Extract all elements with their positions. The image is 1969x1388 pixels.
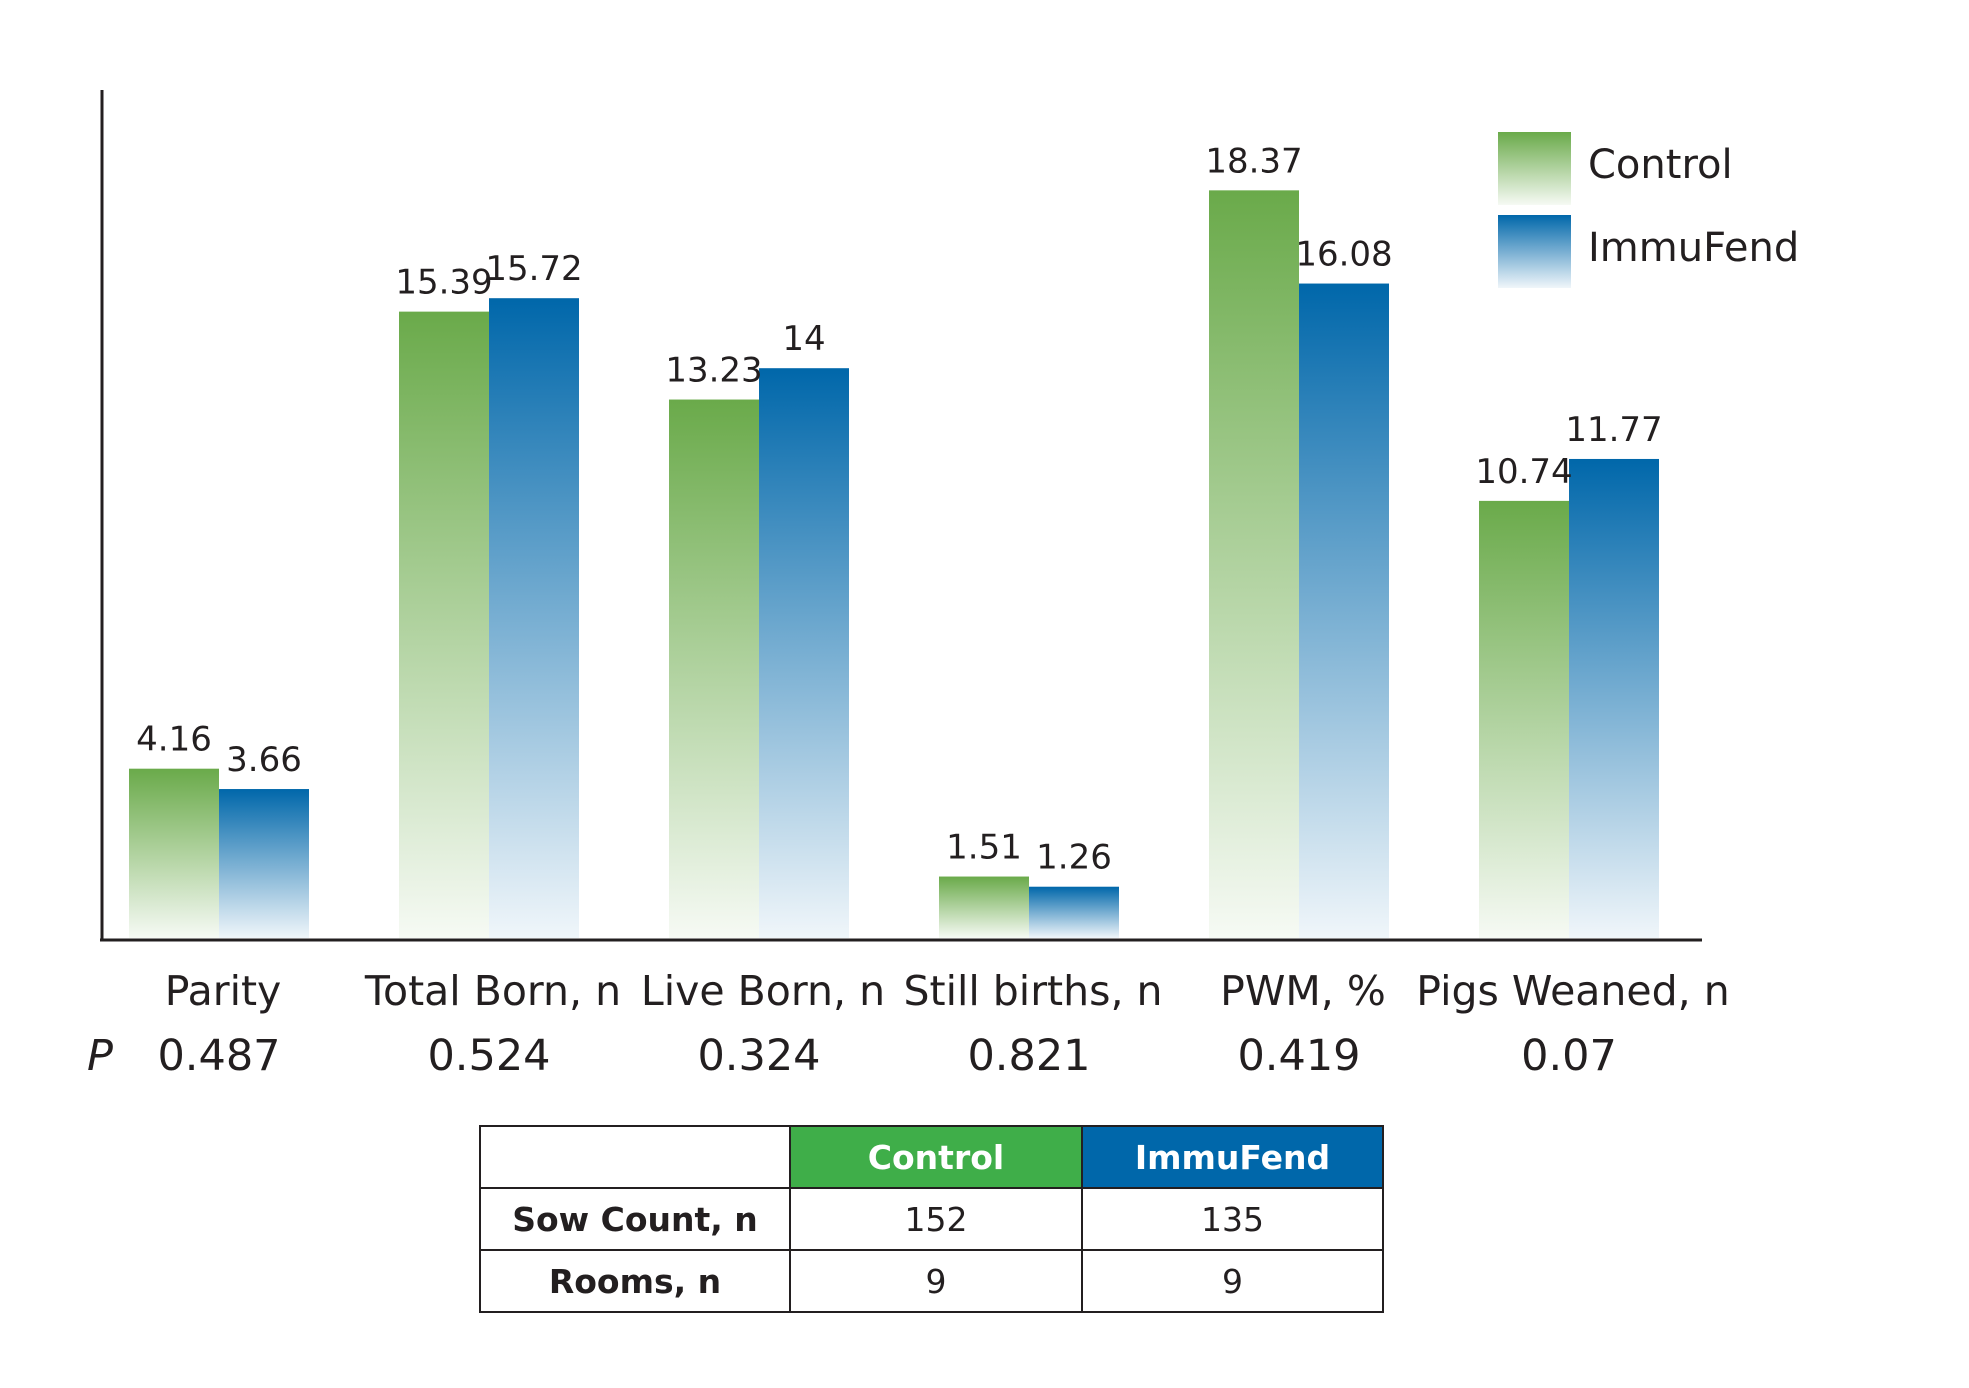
bar-control-1 xyxy=(399,311,489,938)
value-label: 18.37 xyxy=(1205,141,1302,181)
bar-control-0 xyxy=(129,768,219,938)
value-label: 13.23 xyxy=(665,351,762,391)
bar-control-5 xyxy=(1479,500,1569,938)
category-label: Live Born, n xyxy=(641,967,885,1015)
p-value-label: 0.821 xyxy=(967,1031,1090,1081)
category-label: Parity xyxy=(165,967,282,1015)
value-label: 10.74 xyxy=(1475,452,1572,492)
table-corner-cell xyxy=(479,1125,791,1189)
p-value-label: 0.324 xyxy=(697,1031,820,1081)
p-value-label: 0.07 xyxy=(1521,1031,1617,1081)
value-label: 3.66 xyxy=(226,740,302,780)
bar-immufend-5 xyxy=(1569,458,1659,938)
value-label: 16.08 xyxy=(1295,235,1392,275)
table-header-control: Control xyxy=(789,1125,1083,1189)
table-header-immufend: ImmuFend xyxy=(1081,1125,1384,1189)
table-row: Sow Count, n 152 135 xyxy=(479,1187,1384,1251)
value-label: 1.51 xyxy=(946,828,1022,868)
value-label: 11.77 xyxy=(1565,410,1662,450)
category-label: Total Born, n xyxy=(364,967,621,1015)
legend-label-immufend: ImmuFend xyxy=(1588,225,1799,271)
sample-size-table: Control ImmuFend Sow Count, n 152 135 Ro… xyxy=(479,1125,1384,1313)
bar-immufend-0 xyxy=(219,789,309,938)
bar-immufend-4 xyxy=(1299,283,1389,938)
table-header-row: Control ImmuFend xyxy=(479,1125,1384,1189)
p-value-label: 0.419 xyxy=(1237,1031,1360,1081)
bar-control-3 xyxy=(939,876,1029,938)
table-cell-control: 9 xyxy=(789,1249,1083,1313)
value-label: 15.72 xyxy=(485,249,582,289)
p-value-label: 0.524 xyxy=(427,1031,550,1081)
table-row-label: Rooms, n xyxy=(479,1249,791,1313)
bar-immufend-2 xyxy=(759,368,849,938)
p-value-label: 0.487 xyxy=(157,1031,280,1081)
legend-label-control: Control xyxy=(1588,142,1733,188)
bar-control-2 xyxy=(669,399,759,938)
table-cell-immufend: 9 xyxy=(1081,1249,1384,1313)
category-label: Pigs Weaned, n xyxy=(1416,967,1729,1015)
p-row-label: P xyxy=(87,1031,113,1081)
bar-immufend-3 xyxy=(1029,886,1119,938)
value-label: 15.39 xyxy=(395,263,492,303)
legend-swatch-immufend xyxy=(1498,215,1571,288)
table-row-label: Sow Count, n xyxy=(479,1187,791,1251)
table-cell-immufend: 135 xyxy=(1081,1187,1384,1251)
value-label: 4.16 xyxy=(136,720,212,760)
value-label: 14 xyxy=(782,319,825,359)
category-label: PWM, % xyxy=(1220,967,1386,1015)
category-label: Still births, n xyxy=(903,967,1162,1015)
legend: Control ImmuFend xyxy=(1498,132,1799,288)
bar-immufend-1 xyxy=(489,298,579,938)
table-row: Rooms, n 9 9 xyxy=(479,1249,1384,1313)
bar-control-4 xyxy=(1209,190,1299,938)
legend-swatch-control xyxy=(1498,132,1571,205)
table-cell-control: 152 xyxy=(789,1187,1083,1251)
value-label: 1.26 xyxy=(1036,838,1112,878)
